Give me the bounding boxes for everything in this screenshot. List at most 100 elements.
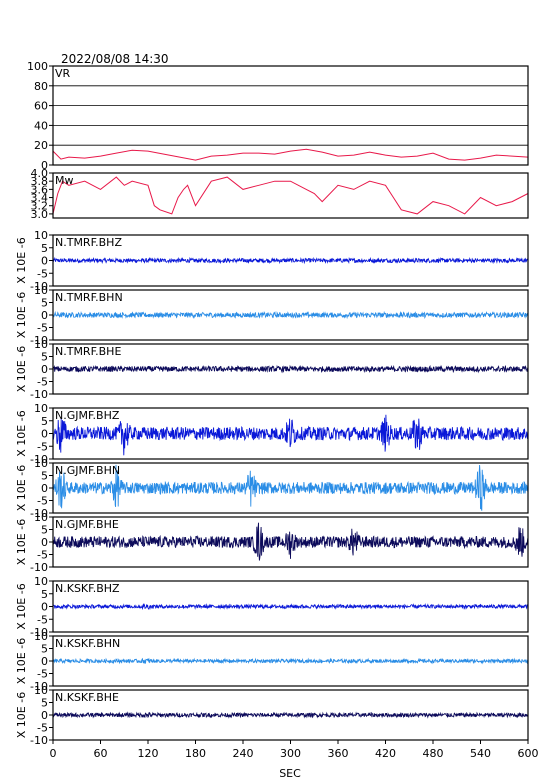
x-tick-label: 240 xyxy=(233,747,254,760)
y-tick-label: 20 xyxy=(34,139,48,152)
y-axis-label: X 10E -6 xyxy=(15,237,28,283)
x-tick-label: 360 xyxy=(328,747,349,760)
y-tick-label: -5 xyxy=(37,322,48,335)
panel-label: VR xyxy=(55,67,71,80)
y-tick-label: -10 xyxy=(30,388,48,401)
waveform-n-gjmf-bhe xyxy=(52,522,529,561)
y-axis-label: X 10E -6 xyxy=(15,292,28,338)
y-tick-label: 0 xyxy=(41,536,48,549)
y-tick-label: 10 xyxy=(34,684,48,697)
series-line-mw xyxy=(52,176,529,215)
y-tick-label: 0 xyxy=(41,255,48,268)
y-tick-label: -10 xyxy=(30,561,48,574)
panel-label: N.KSKF.BHN xyxy=(55,637,120,650)
waveform-n-kskf-bhe xyxy=(52,711,529,719)
y-tick-label: 5 xyxy=(41,470,48,483)
y-tick-label: 80 xyxy=(34,80,48,93)
y-tick-label: 5 xyxy=(41,697,48,710)
y-tick-label: 0 xyxy=(41,655,48,668)
panel-label: N.GJMF.BHZ xyxy=(55,409,120,422)
waveform-n-gjmf-bhn xyxy=(52,464,529,511)
x-axis-label: SEC xyxy=(279,767,301,780)
y-axis-label: X 10E -6 xyxy=(15,638,28,684)
y-tick-label: 60 xyxy=(34,100,48,113)
y-axis-label: X 10E -6 xyxy=(15,346,28,392)
y-tick-label: 10 xyxy=(34,284,48,297)
x-tick-label: 0 xyxy=(50,747,57,760)
y-tick-label: 5 xyxy=(41,524,48,537)
y-tick-label: 10 xyxy=(34,575,48,588)
waveform-n-gjmf-bhz xyxy=(52,414,529,456)
x-tick-label: 120 xyxy=(138,747,159,760)
y-tick-label: 3.0 xyxy=(31,208,49,221)
panels-group: 020406080100VR3.03.23.43.63.84.0Mw-10-50… xyxy=(15,60,529,747)
y-tick-label: 0 xyxy=(41,482,48,495)
y-axis-label: X 10E -6 xyxy=(15,692,28,738)
y-tick-label: 10 xyxy=(34,229,48,242)
y-tick-label: 0 xyxy=(41,309,48,322)
y-tick-label: 5 xyxy=(41,351,48,364)
y-tick-label: 10 xyxy=(34,630,48,643)
y-tick-label: -5 xyxy=(37,440,48,453)
x-axis: 0 60 120 180 240 300 360 420 480 540 600 xyxy=(50,740,539,760)
y-tick-label: 5 xyxy=(41,297,48,310)
y-tick-label: -10 xyxy=(30,680,48,693)
x-tick-label: 600 xyxy=(518,747,539,760)
y-tick-label: 10 xyxy=(34,511,48,524)
panel-label: N.KSKF.BHZ xyxy=(55,582,120,595)
y-tick-label: -5 xyxy=(37,722,48,735)
series-line-vr xyxy=(52,148,529,161)
panel-frame xyxy=(52,462,529,514)
x-tick-label: 480 xyxy=(423,747,444,760)
y-tick-label: -5 xyxy=(37,267,48,280)
y-tick-label: -5 xyxy=(37,613,48,626)
y-tick-label: 4.0 xyxy=(31,167,49,180)
y-tick-label: 0 xyxy=(41,601,48,614)
y-tick-label: -5 xyxy=(37,549,48,562)
y-axis-label: X 10E -6 xyxy=(15,465,28,511)
y-tick-label: -10 xyxy=(30,453,48,466)
panel-label: N.GJMF.BHE xyxy=(55,518,119,531)
y-tick-label: -5 xyxy=(37,376,48,389)
x-tick-label: 300 xyxy=(280,747,301,760)
panel-mw: 3.03.23.43.63.84.0 Mw xyxy=(31,167,529,221)
y-tick-label: 10 xyxy=(34,338,48,351)
y-tick-label: -10 xyxy=(30,507,48,520)
y-tick-label: -10 xyxy=(30,626,48,639)
panel-frame xyxy=(52,172,529,219)
y-tick-label: -10 xyxy=(30,280,48,293)
timestamp-label: 2022/08/08 14:30 xyxy=(61,52,169,66)
waveform-n-kskf-bhz xyxy=(52,603,529,611)
x-tick-label: 540 xyxy=(470,747,491,760)
panel-label: N.TMRF.BHE xyxy=(55,345,121,358)
waveform-n-tmrf-bhn xyxy=(52,310,529,320)
y-tick-label: 10 xyxy=(34,402,48,415)
y-tick-label: 0 xyxy=(41,428,48,441)
y-tick-label: -5 xyxy=(37,668,48,681)
y-tick-label: 3.2 xyxy=(31,200,49,213)
x-tick-label: 60 xyxy=(94,747,108,760)
y-axis-label: X 10E -6 xyxy=(15,519,28,565)
y-tick-label: 3.4 xyxy=(31,192,49,205)
panel-label: N.TMRF.BHN xyxy=(55,291,123,304)
y-tick-label: 3.6 xyxy=(31,183,49,196)
y-tick-label: 100 xyxy=(27,60,48,73)
y-tick-label: 40 xyxy=(34,119,48,132)
y-tick-label: -10 xyxy=(30,334,48,347)
y-tick-label: -5 xyxy=(37,495,48,508)
y-tick-label: -10 xyxy=(30,734,48,747)
panel-frame xyxy=(52,65,529,166)
y-tick-label: 5 xyxy=(41,242,48,255)
waveform-n-kskf-bhn xyxy=(52,657,529,665)
panel-label: Mw xyxy=(55,174,74,187)
y-axis-label: X 10E -6 xyxy=(15,583,28,629)
panel-label: N.KSKF.BHE xyxy=(55,691,119,704)
